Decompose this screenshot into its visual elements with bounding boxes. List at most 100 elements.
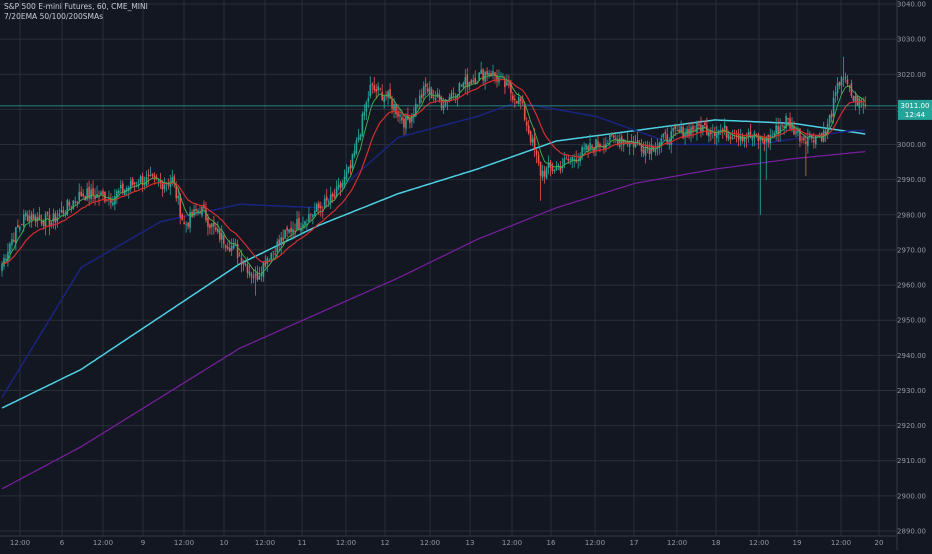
candle-body — [24, 212, 27, 217]
candle-body — [258, 275, 261, 280]
candle-body — [215, 227, 217, 231]
candle-body — [34, 216, 37, 223]
candle-body — [44, 214, 47, 228]
candle-body — [767, 134, 770, 143]
candle-body — [11, 239, 13, 246]
y-tick-label: 2930.00 — [897, 387, 926, 395]
candle-body — [729, 136, 732, 139]
candle-body — [169, 181, 172, 187]
candle-body — [359, 134, 362, 140]
y-tick-label: 3040.00 — [897, 1, 926, 9]
x-tick-label: 16 — [547, 539, 556, 547]
candle-body — [420, 94, 423, 99]
candle-body — [688, 128, 690, 137]
candle-body — [864, 104, 867, 106]
candle-body — [407, 115, 409, 120]
x-tick-label: 20 — [875, 539, 884, 547]
candle-body — [371, 84, 374, 86]
candle-body — [270, 252, 273, 261]
candle-body — [32, 214, 35, 220]
candle-body — [175, 185, 178, 199]
candle-body — [458, 83, 461, 93]
candle-body — [440, 97, 443, 109]
candle-body — [254, 273, 257, 276]
candle-body — [112, 202, 114, 206]
candle-body — [763, 138, 766, 145]
candle-body — [504, 79, 506, 88]
candle-body — [648, 148, 651, 155]
candle-body — [607, 143, 609, 144]
candle-body — [706, 125, 708, 136]
candle-body — [442, 105, 445, 111]
candle-body — [319, 206, 322, 209]
candle-body — [292, 229, 294, 233]
candle-body — [676, 129, 678, 131]
candle-body — [7, 251, 9, 262]
candle-body — [779, 126, 781, 134]
y-tick-label: 3020.00 — [897, 71, 926, 79]
candle-body — [834, 92, 837, 97]
candle-body — [478, 72, 480, 81]
x-tick-label: 12:00 — [255, 539, 275, 547]
candle-body — [567, 158, 570, 161]
candle-body — [674, 125, 676, 130]
candle-body — [757, 134, 760, 142]
grid — [0, 0, 897, 536]
candle-body — [842, 79, 845, 81]
candle-body — [312, 214, 314, 218]
symbol-title: S&P 500 E-mini Futures, 60, CME_MINI — [4, 2, 148, 11]
candle-body — [260, 274, 263, 276]
candle-body — [684, 133, 686, 137]
candle-body — [735, 136, 738, 137]
candle-body — [430, 89, 433, 99]
candle-body — [692, 125, 694, 131]
candle-body — [628, 140, 631, 147]
candle-body — [543, 170, 546, 177]
candle-body — [488, 72, 490, 76]
candle-body — [700, 124, 702, 133]
candle-body — [80, 191, 82, 196]
candle-body — [391, 98, 393, 109]
candle-body — [62, 210, 65, 214]
candle-body — [646, 145, 649, 149]
candle-body — [337, 184, 340, 188]
candle-body — [173, 176, 176, 184]
candle-body — [844, 76, 847, 79]
candle-body — [9, 243, 11, 254]
candle-body — [781, 125, 783, 127]
candle-body — [304, 221, 306, 226]
candle-body — [559, 165, 562, 171]
y-tick-label: 2910.00 — [897, 457, 926, 465]
x-tick-label: 11 — [298, 539, 307, 547]
x-tick-label: 19 — [793, 539, 802, 547]
candle-body — [94, 196, 96, 200]
candle-body — [680, 126, 682, 132]
candle-body — [444, 99, 447, 106]
candle-body — [678, 129, 680, 132]
candle-body — [464, 77, 467, 85]
y-tick-label: 2980.00 — [897, 211, 926, 219]
candle-body — [161, 181, 164, 190]
candle-body — [838, 81, 841, 86]
candle-body — [591, 145, 593, 148]
candle-body — [209, 224, 211, 229]
candle-body — [288, 229, 290, 233]
candle-body — [856, 95, 859, 106]
candle-body — [248, 271, 251, 275]
candle-body — [213, 222, 215, 227]
candle-body — [242, 262, 245, 265]
candle-body — [668, 143, 671, 145]
x-tick-label: 12:00 — [174, 539, 194, 547]
candle-body — [272, 251, 275, 252]
candle-body — [714, 132, 716, 137]
candle-body — [531, 138, 534, 143]
candle-body — [284, 229, 286, 239]
candle-body — [316, 204, 318, 212]
candle-body — [624, 140, 627, 143]
candle-body — [383, 96, 385, 102]
candle-body — [514, 98, 516, 101]
sma50-line — [1, 101, 866, 398]
candle-body — [535, 150, 538, 155]
candle-body — [775, 125, 777, 134]
